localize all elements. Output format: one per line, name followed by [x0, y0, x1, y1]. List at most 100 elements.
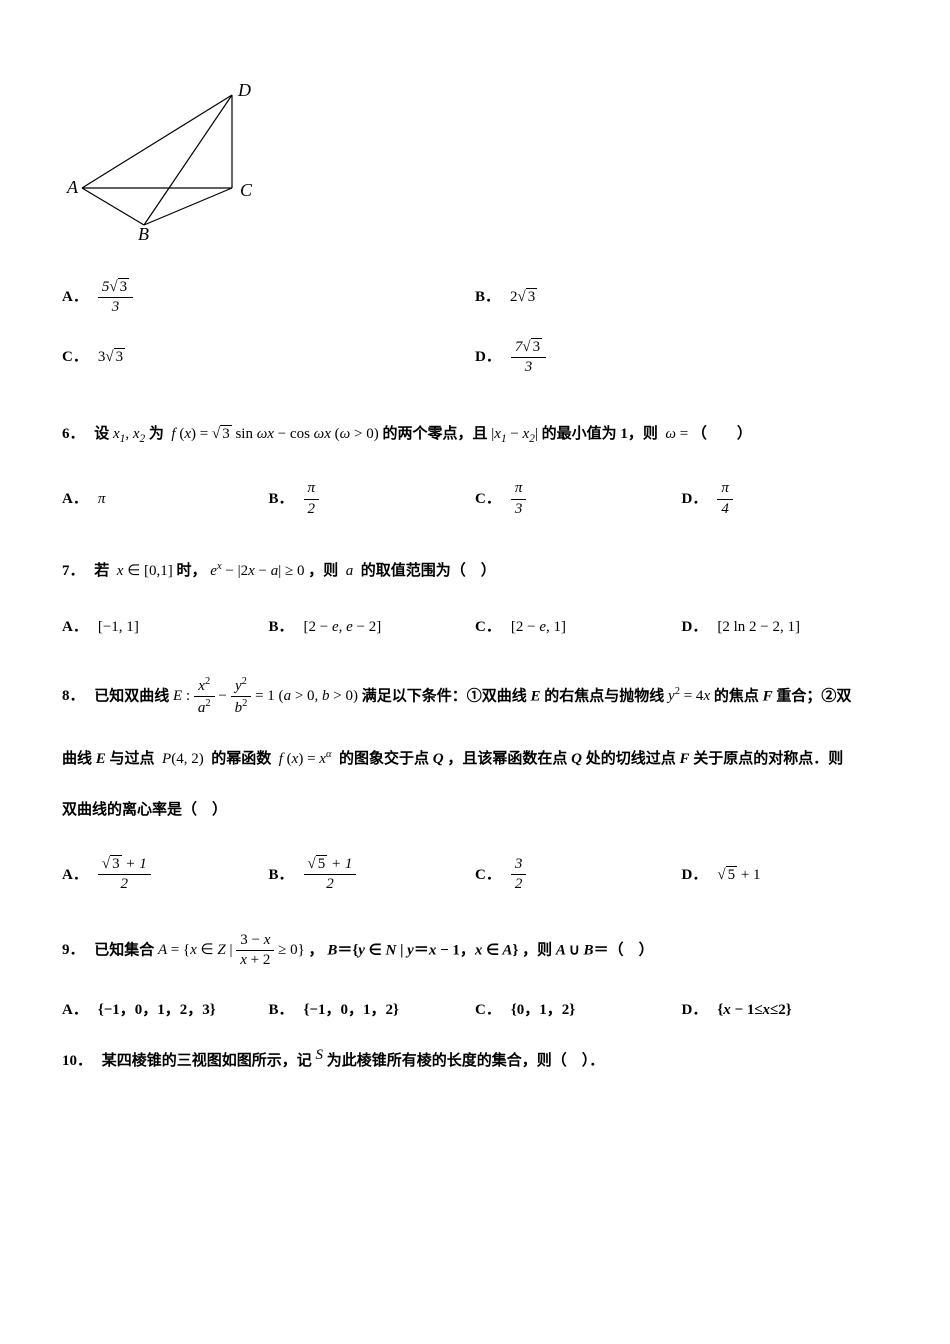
- q8-Q2: Q: [571, 751, 582, 767]
- q9-tail: ，则 A ∪ B＝（ ）: [522, 942, 653, 958]
- q6-omega: ω =: [662, 426, 689, 442]
- q7-tail: 的取值范围为（ ）: [361, 563, 496, 579]
- q6-mid: 的两个零点，且: [382, 426, 487, 442]
- question-7: 7． 若 x ∈ [0,1] 时， ex − |2x − a| ≥ 0 ，则 a…: [62, 555, 888, 588]
- q9-options: A． {−1，0，1，2，3} B． {−1，0，1，2} C． {0，1，2}…: [62, 999, 888, 1022]
- q6-C: π3: [511, 479, 527, 519]
- option-label-B: B．: [269, 488, 294, 511]
- q8-line2d: 的图象交于点: [339, 751, 433, 767]
- q8-prefix: 已知双曲线: [94, 688, 169, 704]
- q5-A-frac: 5√3 3: [98, 278, 133, 318]
- q7-option-B: B． [2 − e, e − 2]: [269, 616, 476, 639]
- q8-D: √5 + 1: [717, 864, 760, 887]
- q8-F2: F: [679, 751, 689, 767]
- q8-parab: y2 = 4x: [668, 688, 710, 704]
- q5-options-row1: A． 5√3 3 B． 2√3: [62, 278, 888, 318]
- q5-option-D: D． 7√3 3: [475, 338, 888, 378]
- option-label-B: B．: [269, 616, 294, 639]
- q6-B: π2: [304, 479, 320, 519]
- q8-num: 8．: [62, 688, 85, 704]
- q10-num: 10．: [62, 1053, 92, 1069]
- q8-option-A: A． √3 + 1 2: [62, 855, 269, 895]
- q9-A: {−1，0，1，2，3}: [98, 999, 216, 1022]
- q8-A: √3 + 1 2: [98, 855, 151, 895]
- q7-prefix: 若: [94, 563, 109, 579]
- q6-A: π: [98, 488, 106, 511]
- q8-line2f: 处的切线过点: [586, 751, 680, 767]
- q7-a: a: [342, 563, 357, 579]
- vertex-D: D: [237, 80, 251, 100]
- option-label-A: A．: [62, 488, 88, 511]
- q5-option-C: C． 3√3: [62, 338, 475, 378]
- diagram-svg: A B C D: [62, 80, 282, 240]
- q9-num: 9．: [62, 942, 85, 958]
- q7-domain: x ∈ [0,1]: [113, 563, 173, 579]
- option-label-D: D．: [682, 488, 708, 511]
- q6-num: 6．: [62, 426, 85, 442]
- q6-prefix: 设: [94, 426, 109, 442]
- q10-text-a: 某四棱锥的三视图如图所示，记: [102, 1053, 312, 1069]
- option-label-D: D．: [475, 346, 501, 369]
- q6-abs: |x1 − x2|: [491, 426, 538, 442]
- q6-option-C: C． π3: [475, 479, 682, 519]
- q8-option-C: C． 32: [475, 855, 682, 895]
- question-9: 9． 已知集合 A = {x ∈ Z | 3 − xx + 2 ≥ 0} ， B…: [62, 931, 888, 971]
- q8-mid2: 的右焦点与抛物线: [544, 688, 668, 704]
- q8-F1: F: [763, 688, 773, 704]
- q8-options: A． √3 + 1 2 B． √5 + 1 2 C． 32 D． √5 + 1: [62, 855, 888, 895]
- q8-mid3: 的焦点: [714, 688, 763, 704]
- option-label-B: B．: [269, 864, 294, 887]
- q6-option-B: B． π2: [269, 479, 476, 519]
- q9-option-A: A． {−1，0，1，2，3}: [62, 999, 269, 1022]
- q8-line2: 曲线 E 与过点 P(4, 2) 的幂函数 f (x) = xα 的图象交于点 …: [62, 743, 888, 776]
- option-label-B: B．: [269, 999, 294, 1022]
- q8-E2: E: [96, 751, 106, 767]
- q8-line2b: 与过点: [110, 751, 155, 767]
- q7-C: [2 − e, 1]: [511, 616, 566, 639]
- q8-Eeq: E : x2a2 − y2b2 = 1 (a > 0, b > 0): [173, 688, 362, 704]
- q7-option-A: A． [−1, 1]: [62, 616, 269, 639]
- q8-fx: f (x) = xα: [275, 751, 335, 767]
- vertex-A: A: [66, 177, 79, 197]
- q6-tail1: 的最小值为 1，则: [542, 426, 658, 442]
- q6-wei: 为: [149, 426, 164, 442]
- q9-option-D: D． {x − 1≤x≤2}: [682, 999, 889, 1022]
- option-label-B: B．: [475, 286, 500, 309]
- q5-option-A: A． 5√3 3: [62, 278, 475, 318]
- question-6: 6． 设 x1, x2 为 f (x) = √3 sin ωx − cos ωx…: [62, 418, 888, 452]
- q6-D: π4: [717, 479, 733, 519]
- option-label-A: A．: [62, 286, 88, 309]
- option-label-C: C．: [475, 864, 501, 887]
- q6-paren: （ ）: [692, 426, 752, 442]
- option-label-C: C．: [475, 999, 501, 1022]
- q8-line1: 8． 已知双曲线 E : x2a2 − y2b2 = 1 (a > 0, b >…: [62, 675, 888, 719]
- question-8: 8． 已知双曲线 E : x2a2 − y2b2 = 1 (a > 0, b >…: [62, 675, 888, 827]
- question-10: 10． 某四棱锥的三视图如图所示，记 S 为此棱锥所有棱的长度的集合，则（ ）．: [62, 1045, 888, 1078]
- q8-line3: 双曲线的离心率是（ ）: [62, 794, 888, 827]
- q6-xvars: x1, x2: [113, 426, 145, 442]
- option-label-D: D．: [682, 616, 708, 639]
- option-label-C: C．: [475, 488, 501, 511]
- q7-num: 7．: [62, 563, 85, 579]
- q8-C: 32: [511, 855, 527, 895]
- q6-option-A: A． π: [62, 479, 269, 519]
- q8-line2e: ，且该幂函数在点: [447, 751, 571, 767]
- q8-mid1: 满足以下条件：①双曲线: [362, 688, 531, 704]
- q8-E1: E: [531, 688, 541, 704]
- q7-shi: 时，: [177, 563, 207, 579]
- option-label-A: A．: [62, 999, 88, 1022]
- q9-option-C: C． {0，1，2}: [475, 999, 682, 1022]
- q8-option-D: D． √5 + 1: [682, 855, 889, 895]
- q7-text: 7． 若 x ∈ [0,1] 时， ex − |2x − a| ≥ 0 ，则 a…: [62, 555, 888, 588]
- q8-P: P(4, 2): [158, 751, 207, 767]
- vertex-B: B: [138, 224, 149, 240]
- q8-Q: Q: [433, 751, 444, 767]
- q5-B-val: 2√3: [510, 286, 537, 309]
- option-label-D: D．: [682, 864, 708, 887]
- option-label-C: C．: [62, 346, 88, 369]
- q6-option-D: D． π4: [682, 479, 889, 519]
- q10-text-b: 为此棱锥所有棱的长度的集合，则（ ）．: [327, 1053, 605, 1069]
- option-label-C: C．: [475, 616, 501, 639]
- option-label-A: A．: [62, 616, 88, 639]
- q9-prefix: 已知集合: [94, 942, 154, 958]
